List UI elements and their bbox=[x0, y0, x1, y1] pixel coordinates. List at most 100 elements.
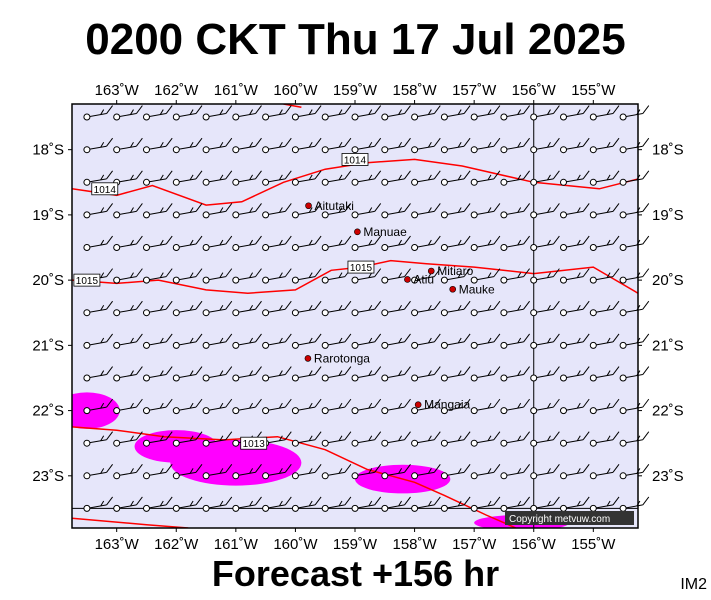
barb-half-feather bbox=[576, 337, 581, 344]
barb-shaft bbox=[268, 243, 286, 248]
barb-shaft bbox=[596, 504, 614, 509]
station-circle bbox=[619, 146, 627, 154]
barb-feather bbox=[552, 496, 560, 506]
wind-barb bbox=[530, 203, 560, 219]
barb-shaft bbox=[298, 374, 316, 378]
station-circle bbox=[262, 211, 270, 219]
barb-half-feather bbox=[398, 174, 403, 181]
barb-shaft bbox=[208, 341, 226, 346]
barb-shaft bbox=[625, 374, 643, 378]
wind-barb bbox=[440, 398, 471, 415]
barb-feather bbox=[582, 366, 590, 375]
barb-feather bbox=[582, 333, 590, 343]
barb-half-feather bbox=[159, 109, 164, 115]
barb-half-feather bbox=[100, 142, 105, 148]
barb-shaft bbox=[625, 243, 643, 248]
barb-half-feather bbox=[517, 337, 522, 344]
wind-barb bbox=[321, 137, 352, 154]
barb-half-feather bbox=[278, 337, 283, 344]
barb-feather bbox=[106, 137, 113, 147]
copyright-text: Copyright metvuw.com bbox=[509, 514, 610, 525]
barb-feather bbox=[284, 203, 292, 212]
barb-shaft bbox=[477, 504, 494, 509]
barb-shaft bbox=[447, 308, 465, 313]
station-circle bbox=[560, 276, 567, 284]
wind-barb bbox=[113, 333, 143, 349]
barb-shaft bbox=[119, 308, 137, 313]
barb-shaft bbox=[357, 504, 375, 509]
station-circle bbox=[411, 472, 419, 480]
wind-barb bbox=[411, 268, 441, 284]
barb-feather bbox=[433, 300, 441, 310]
barb-shaft bbox=[506, 210, 524, 215]
barb-feather bbox=[582, 137, 590, 147]
station-circle bbox=[530, 244, 538, 251]
wind-barb bbox=[83, 431, 113, 447]
station-circle bbox=[500, 178, 508, 186]
barb-shaft bbox=[119, 276, 137, 281]
barb-feather bbox=[106, 105, 113, 114]
barb-feather bbox=[433, 398, 441, 408]
lon-label-bottom: 160˚W bbox=[273, 536, 318, 553]
barb-half-feather bbox=[606, 142, 611, 148]
wind-barb bbox=[500, 300, 530, 317]
station-circle bbox=[530, 276, 538, 284]
barb-half-feather bbox=[547, 142, 551, 148]
wind-barb bbox=[560, 137, 590, 154]
barb-shaft bbox=[179, 439, 197, 444]
barb-shaft bbox=[208, 406, 226, 411]
barb-half-feather bbox=[249, 500, 254, 507]
barb-half-feather bbox=[547, 109, 551, 115]
barb-half-feather bbox=[606, 337, 611, 344]
barb-shaft bbox=[477, 406, 494, 411]
station-circle bbox=[411, 178, 419, 186]
barb-shaft bbox=[208, 210, 226, 215]
wind-barb bbox=[172, 431, 203, 447]
barb-shaft bbox=[268, 406, 286, 411]
barb-half-feather bbox=[338, 370, 343, 376]
barb-shaft bbox=[387, 308, 405, 313]
barb-half-feather bbox=[427, 337, 432, 344]
barb-feather bbox=[106, 496, 113, 506]
barb-half-feather bbox=[159, 468, 164, 474]
isobar-label-text: 1015 bbox=[76, 276, 99, 287]
wind-barb bbox=[351, 496, 382, 512]
wind-barb bbox=[351, 333, 382, 349]
barb-half-feather bbox=[427, 500, 432, 507]
wind-barb bbox=[560, 464, 590, 480]
barb-shaft bbox=[89, 504, 107, 509]
station-circle bbox=[172, 407, 180, 415]
lon-label-bottom: 158˚W bbox=[392, 536, 437, 553]
barb-half-feather bbox=[130, 435, 134, 442]
barb-feather bbox=[642, 170, 650, 180]
barb-half-feather bbox=[606, 272, 611, 278]
barb-feather bbox=[225, 496, 233, 506]
barb-half-feather bbox=[606, 402, 611, 409]
barb-shaft bbox=[208, 439, 226, 444]
barb-half-feather bbox=[487, 174, 492, 181]
barb-feather bbox=[284, 496, 292, 506]
station-circle bbox=[291, 113, 299, 121]
station-circle bbox=[589, 244, 597, 251]
barb-half-feather bbox=[308, 500, 313, 507]
barb-half-feather bbox=[547, 305, 551, 311]
barb-feather bbox=[404, 105, 411, 114]
barb-shaft bbox=[268, 145, 286, 150]
barb-feather bbox=[463, 300, 471, 310]
barb-feather bbox=[225, 431, 233, 441]
barb-half-feather bbox=[576, 500, 581, 507]
station-circle bbox=[411, 504, 419, 512]
barb-feather bbox=[344, 366, 352, 375]
station-circle bbox=[113, 407, 121, 415]
barb-feather bbox=[642, 431, 650, 441]
barb-feather bbox=[374, 496, 382, 506]
lat-label-left: 19˚S bbox=[32, 207, 64, 224]
barb-half-feather bbox=[398, 109, 403, 115]
station-circle bbox=[172, 113, 180, 121]
station-circle bbox=[202, 146, 210, 154]
wind-barb bbox=[560, 333, 590, 349]
barb-half-feather bbox=[487, 142, 492, 148]
barb-feather bbox=[106, 431, 113, 441]
barb-feather bbox=[195, 464, 203, 473]
barb-half-feather bbox=[308, 468, 313, 474]
